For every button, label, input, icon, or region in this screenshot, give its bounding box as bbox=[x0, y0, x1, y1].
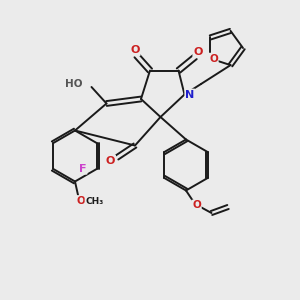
Text: O: O bbox=[76, 196, 85, 206]
Text: O: O bbox=[192, 200, 201, 211]
Text: O: O bbox=[209, 54, 218, 64]
Text: F: F bbox=[79, 164, 87, 174]
Text: N: N bbox=[185, 89, 194, 100]
Text: O: O bbox=[193, 46, 203, 57]
Text: HO: HO bbox=[65, 79, 82, 89]
Text: O: O bbox=[130, 45, 140, 55]
Text: CH₃: CH₃ bbox=[85, 196, 103, 206]
Text: O: O bbox=[106, 155, 115, 166]
